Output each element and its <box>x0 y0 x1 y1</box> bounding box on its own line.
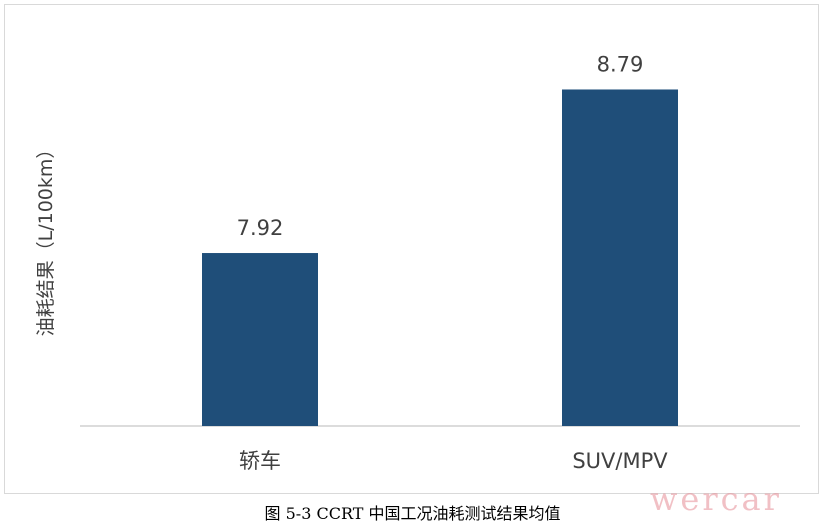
data-label-0: 7.92 <box>237 216 284 240</box>
data-label-1: 8.79 <box>597 52 644 76</box>
watermark: wercar <box>650 480 782 518</box>
bar-0 <box>202 253 318 426</box>
category-label-1: SUV/MPV <box>572 449 668 473</box>
figure-caption: 图 5-3 CCRT 中国工况油耗测试结果均值 <box>264 504 561 523</box>
chart-frame <box>4 4 819 494</box>
y-axis-label: 油耗结果（L/100km） <box>35 140 57 337</box>
category-label-0: 轿车 <box>239 449 281 473</box>
bar-1 <box>562 89 678 426</box>
